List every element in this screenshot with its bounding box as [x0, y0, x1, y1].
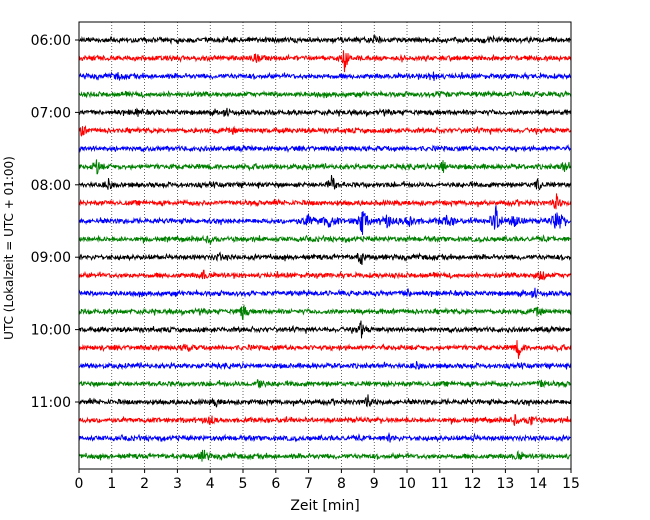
x-tick-label: 0 — [75, 476, 84, 492]
y-tick-label: 10:00 — [31, 323, 71, 339]
x-tick-label: 13 — [496, 476, 514, 492]
trace-layer — [78, 34, 572, 462]
x-tick-label: 3 — [173, 476, 182, 492]
seismic-trace-1015 — [78, 340, 572, 359]
seismic-trace-0930 — [78, 287, 572, 299]
seismic-trace-1000 — [78, 320, 572, 339]
y-tick-label: 09:00 — [31, 250, 71, 266]
x-tick-label: 4 — [206, 476, 215, 492]
y-axis-label: UTC (Lokalzeit = UTC + 01:00) — [2, 156, 16, 340]
seismic-trace-1145 — [78, 449, 572, 462]
axes — [78, 21, 572, 470]
grid-lines — [111, 22, 539, 469]
seismic-trace-0645 — [78, 89, 572, 99]
x-tick-label: 12 — [464, 476, 482, 492]
seismic-trace-1130 — [78, 431, 572, 443]
x-tick-label: 6 — [271, 476, 280, 492]
seismic-trace-0800 — [78, 174, 572, 191]
seismic-trace-0830 — [78, 205, 572, 235]
x-tick-label: 10 — [398, 476, 416, 492]
seismic-trace-0715 — [78, 124, 572, 137]
x-axis-ticks: 0 1 2 3 4 5 6 7 8 9 10 11 12 13 14 15 — [75, 469, 580, 492]
x-tick-label: 5 — [239, 476, 248, 492]
x-tick-label: 15 — [562, 476, 580, 492]
x-tick-label: 9 — [370, 476, 379, 492]
seismic-trace-0945 — [78, 304, 572, 320]
seismic-trace-1030 — [78, 361, 572, 371]
seismic-trace-0900 — [78, 251, 572, 266]
seismic-trace-0615 — [78, 50, 572, 73]
y-tick-label: 06:00 — [31, 33, 71, 49]
x-axis-label: Zeit [min] — [290, 498, 359, 514]
seismic-trace-0730 — [78, 144, 572, 154]
seismic-trace-0600 — [78, 34, 572, 45]
x-tick-label: 1 — [107, 476, 116, 492]
seismic-trace-0815 — [78, 193, 572, 210]
plot-frame — [78, 21, 572, 470]
x-tick-label: 14 — [529, 476, 547, 492]
seismic-trace-0630 — [78, 71, 572, 81]
x-tick-label: 2 — [140, 476, 149, 492]
seismic-trace-0915 — [78, 269, 572, 281]
x-tick-label: 7 — [304, 476, 313, 492]
seismic-trace-0745 — [78, 159, 572, 175]
y-tick-label: 08:00 — [31, 178, 71, 194]
y-tick-label: 11:00 — [31, 395, 71, 411]
x-tick-label: 11 — [431, 476, 449, 492]
y-axis-ticks: 06:00 07:00 08:00 09:00 10:00 11:00 — [31, 33, 79, 411]
seismic-trace-0700 — [78, 107, 572, 118]
x-tick-label: 8 — [337, 476, 346, 492]
seismic-trace-1115 — [78, 414, 572, 426]
y-tick-label: 07:00 — [31, 105, 71, 121]
seismic-trace-1045 — [78, 378, 572, 389]
seismic-trace-0845 — [78, 234, 572, 245]
seismic-trace-1100 — [78, 394, 571, 408]
